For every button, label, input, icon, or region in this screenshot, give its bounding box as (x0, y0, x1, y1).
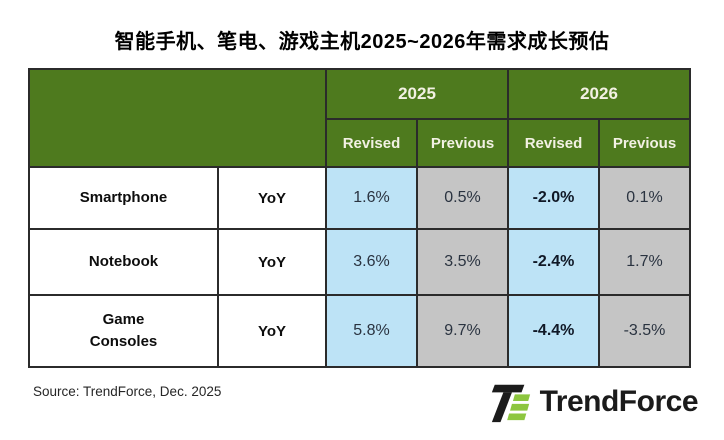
product-label: Game Consoles (89, 311, 158, 350)
value-cell-2026-revised: -2.0% (507, 166, 600, 230)
corner-cell (28, 68, 327, 168)
value-cell-2025-previous: 9.7% (416, 294, 509, 368)
value-cell-2025-revised: 1.6% (325, 166, 418, 230)
metric-cell: YoY (217, 166, 327, 230)
value-cell-2025-previous: 0.5% (416, 166, 509, 230)
product-cell: Notebook (28, 228, 219, 296)
page-title: 智能手机、笔电、游戏主机2025~2026年需求成长预估 (114, 31, 610, 53)
table-row-smartphone: Smartphone YoY 1.6% 0.5% -2.0% 0.1% (28, 166, 691, 230)
table-row-notebook: Notebook YoY 3.6% 3.5% -2.4% 1.7% (28, 228, 691, 296)
col-header-2025-revised: Revised (325, 118, 418, 168)
value-cell-2026-previous: -3.5% (598, 294, 691, 368)
col-header-2026-revised: Revised (507, 118, 600, 168)
value-cell-2025-previous: 3.5% (416, 228, 509, 296)
metric-cell: YoY (217, 294, 327, 368)
metric-cell: YoY (217, 228, 327, 296)
trendforce-logo-icon (491, 384, 530, 423)
value-cell-2026-previous: 0.1% (598, 166, 691, 230)
product-label: Smartphone (79, 189, 168, 207)
sub-header-row: Revised Previous Revised Previous (29, 118, 691, 168)
year-header-row: 2025 2026 (28, 68, 691, 168)
value-cell-2026-previous: 1.7% (598, 228, 691, 296)
table-row-game-consoles: Game Consoles YoY 5.8% 9.7% -4.4% -3.5% (28, 294, 691, 368)
col-header-2025-previous: Previous (416, 118, 509, 168)
value-cell-2025-revised: 5.8% (325, 294, 418, 368)
year-header-2025: 2025 (325, 68, 509, 120)
forecast-table: 2025 2026 Revised Previous Revised Previ… (28, 68, 691, 368)
year-header-2026: 2026 (507, 68, 691, 120)
source-note: Source: TrendForce, Dec. 2025 (33, 384, 222, 399)
value-cell-2026-revised: -2.4% (507, 228, 600, 296)
value-cell-2026-revised: -4.4% (507, 294, 600, 368)
value-cell-2025-revised: 3.6% (325, 228, 418, 296)
trendforce-logo-text: TrendForce (539, 385, 699, 418)
product-cell: Smartphone (28, 166, 219, 230)
product-label: Notebook (88, 253, 159, 271)
trendforce-logo: TrendForce (489, 380, 699, 424)
col-header-2026-previous: Previous (598, 118, 691, 168)
product-cell: Game Consoles (28, 294, 219, 368)
